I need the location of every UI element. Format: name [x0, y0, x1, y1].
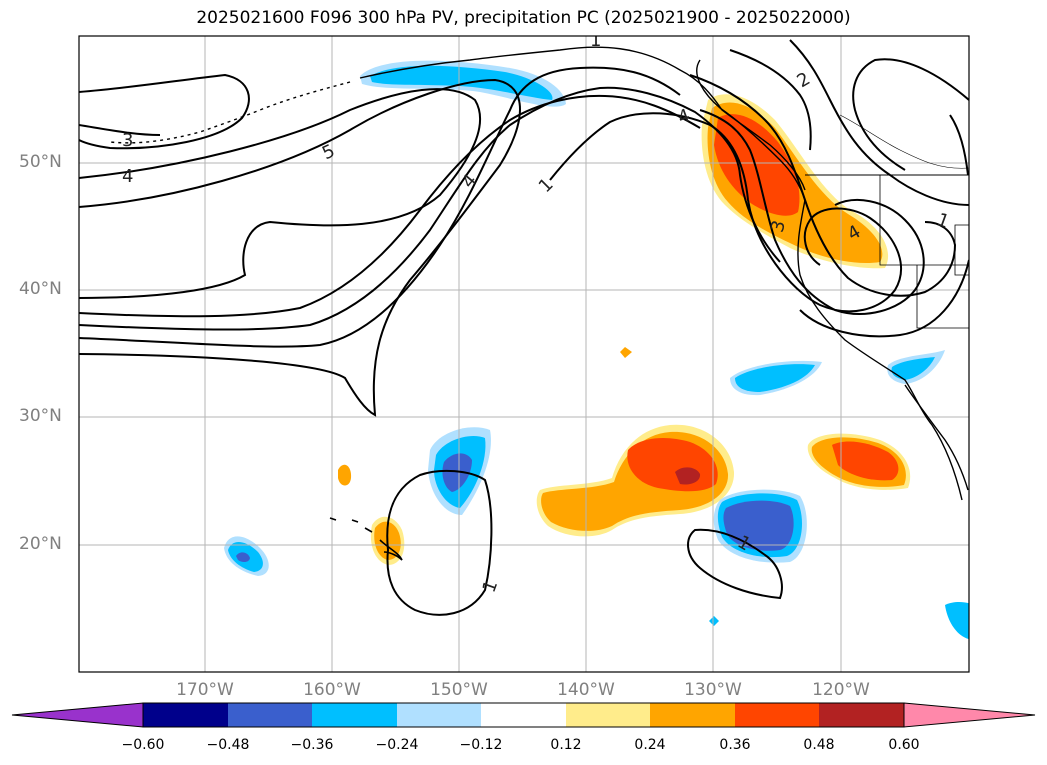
lon-label: 170°W	[176, 680, 234, 700]
precip-positive-area	[675, 467, 701, 485]
colorbar-bin	[819, 703, 904, 727]
inland-border	[839, 114, 969, 169]
precip-negative-area	[370, 65, 553, 100]
aleutian-islands	[109, 81, 351, 144]
lon-label: 150°W	[430, 680, 488, 700]
precip-positive-area	[714, 114, 800, 216]
pv-contour	[386, 469, 493, 616]
pv-contour	[789, 39, 969, 206]
baja-coast	[904, 384, 969, 491]
precip-negative-area	[891, 357, 935, 380]
pv-contour	[687, 528, 783, 600]
pv-contour	[79, 78, 521, 417]
colorbar-bin	[143, 703, 228, 727]
colorbar-bin	[481, 703, 566, 727]
colorbar-tick-label: −0.12	[459, 737, 503, 753]
bc-coast	[696, 59, 806, 201]
colorbar	[11, 702, 1036, 728]
pv-contour	[79, 94, 701, 318]
precip-negative-area	[723, 500, 794, 551]
pv-contour	[799, 259, 969, 338]
precip-positive-area	[620, 347, 632, 358]
precip-negative-area	[945, 602, 969, 640]
colorbar-tick-label: 0.60	[888, 737, 920, 753]
map-title: 2025021600 F096 300 hPa PV, precipitatio…	[196, 8, 851, 28]
pv-contour	[689, 74, 957, 297]
contour-label: 1	[590, 30, 601, 51]
colorbar-tick-label: 0.36	[719, 737, 751, 753]
colorbar-tick-label: −0.48	[206, 737, 250, 753]
precip-negative-area	[442, 453, 472, 492]
colorbar-bin	[228, 703, 312, 727]
colorbar-frame	[142, 702, 905, 728]
lon-label: 160°W	[303, 680, 361, 700]
contour-label: 3	[767, 218, 790, 234]
precip-negative-area	[735, 364, 815, 392]
lon-label: 130°W	[684, 680, 742, 700]
lon-label: 120°W	[812, 680, 870, 700]
colorbar-tick-label: −0.60	[121, 737, 165, 753]
colorbar-tick-label: −0.24	[375, 737, 419, 753]
colorbar-bin	[650, 703, 735, 727]
lon-label: 140°W	[557, 680, 615, 700]
colorbar-extend-left	[11, 702, 144, 728]
colorbar-tick-label: 0.48	[803, 737, 835, 753]
alaska-coast	[359, 46, 806, 191]
pv-contour	[79, 73, 250, 150]
pv-contour	[549, 112, 902, 313]
precip-positive-area	[832, 441, 899, 481]
pv-contour	[79, 124, 161, 136]
colorbar-bin	[566, 703, 650, 727]
colorbar-extend-right	[903, 702, 1036, 728]
coastlines	[109, 46, 969, 561]
precip-positive-area	[338, 464, 352, 486]
pv-contour	[949, 114, 969, 176]
contour-label: 3	[122, 130, 133, 151]
colorbar-tick-label: −0.36	[290, 737, 334, 753]
pv-contour	[852, 58, 969, 171]
us-west-coast	[797, 199, 963, 501]
pv-contour	[79, 66, 681, 348]
lat-label: 30°N	[19, 406, 62, 426]
pv-contour	[79, 88, 481, 299]
colorbar-tick-label: 0.12	[550, 737, 582, 753]
precip-negative-area	[709, 616, 719, 626]
map-frame	[78, 35, 970, 673]
lat-label: 50°N	[19, 152, 62, 172]
colorbar-bin	[397, 703, 481, 727]
colorbar-bin	[735, 703, 819, 727]
colorbar-bin	[312, 703, 397, 727]
precip-negative-area	[236, 552, 250, 563]
colorbar-tick-label: 0.24	[634, 737, 666, 753]
pv-contour	[699, 109, 925, 315]
pv-contour	[729, 49, 812, 151]
contour-label: 4	[122, 166, 133, 187]
lat-label: 40°N	[19, 279, 62, 299]
pv-contour	[79, 86, 781, 331]
pv-contours	[79, 39, 969, 616]
hawaii-islands	[329, 517, 403, 561]
lat-label: 20°N	[19, 534, 62, 554]
